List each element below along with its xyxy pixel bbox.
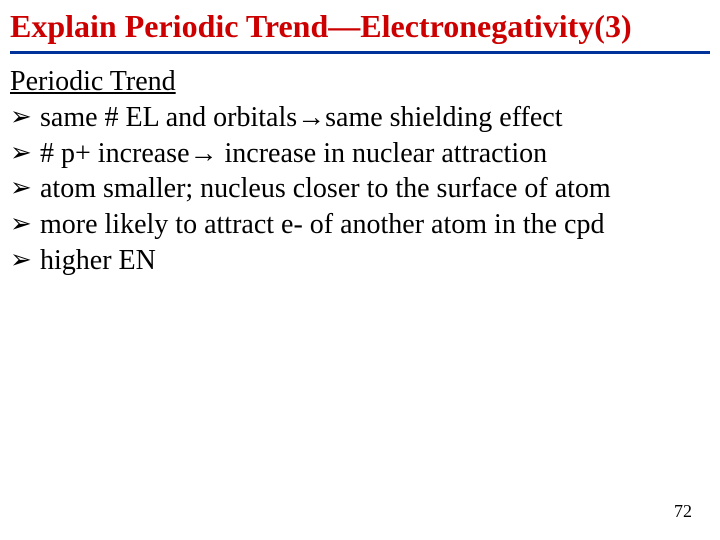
bullet-text: same # EL and orbitals→same shielding ef… <box>40 102 563 133</box>
bullet-marker-icon: ➢ <box>10 100 32 133</box>
bullet-text: more likely to attract e- of another ato… <box>40 209 604 240</box>
bullet-list: ➢ same # EL and orbitals→same shielding … <box>10 100 702 279</box>
bullet-item: ➢ # p+ increase→ increase in nuclear att… <box>10 136 702 172</box>
content-area: Periodic Trend ➢ same # EL and orbitals→… <box>0 54 720 279</box>
slide-title: Explain Periodic Trend—Electronegativity… <box>10 8 710 45</box>
bullet-marker-icon: ➢ <box>10 207 32 240</box>
bullet-marker-icon: ➢ <box>10 243 32 276</box>
bullet-item: ➢ atom smaller; nucleus closer to the su… <box>10 171 702 207</box>
bullet-text: # p+ increase→ increase in nuclear attra… <box>40 138 547 169</box>
subheading: Periodic Trend <box>10 66 702 98</box>
bullet-item: ➢ same # EL and orbitals→same shielding … <box>10 100 702 136</box>
bullet-marker-icon: ➢ <box>10 171 32 204</box>
page-number: 72 <box>674 501 692 522</box>
bullet-text: higher EN <box>40 245 156 276</box>
bullet-item: ➢ higher EN <box>10 243 702 279</box>
bullet-text: atom smaller; nucleus closer to the surf… <box>40 173 611 204</box>
bullet-item: ➢ more likely to attract e- of another a… <box>10 207 702 243</box>
slide-container: Explain Periodic Trend—Electronegativity… <box>0 0 720 540</box>
bullet-marker-icon: ➢ <box>10 136 32 169</box>
title-block: Explain Periodic Trend—Electronegativity… <box>0 8 720 49</box>
